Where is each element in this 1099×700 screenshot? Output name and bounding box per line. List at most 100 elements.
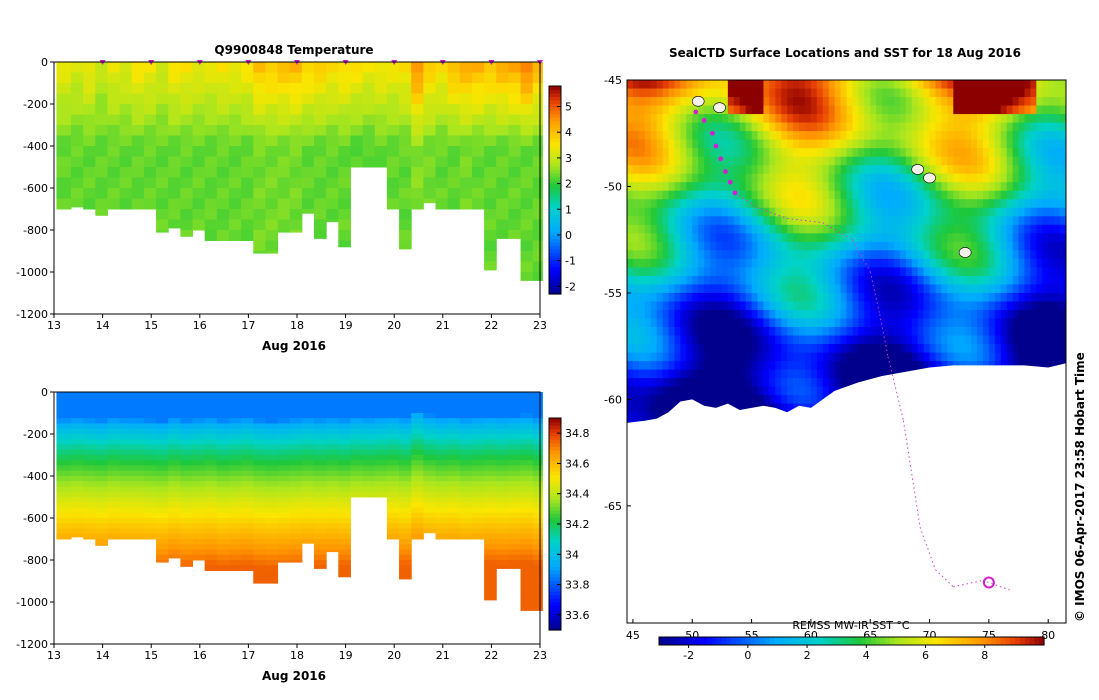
salinity-cell — [265, 439, 279, 445]
sst-cell — [870, 173, 877, 183]
sst-cell — [846, 165, 853, 175]
sst-cell — [775, 344, 782, 354]
sst-cell — [698, 301, 705, 311]
salinity-cell — [447, 497, 461, 503]
temperature-cell — [338, 230, 351, 241]
sst-cell — [1012, 224, 1020, 234]
sst-cell — [1060, 190, 1066, 200]
sst-cell — [1024, 233, 1031, 243]
salinity-cell — [338, 539, 351, 545]
sst-cell — [846, 292, 853, 302]
temperature-cell — [508, 125, 522, 136]
temperature-cell — [314, 62, 327, 73]
sst-cell — [929, 80, 936, 90]
sst-cell — [727, 241, 735, 251]
sst-cell — [941, 156, 948, 166]
temperature-cell — [423, 135, 437, 147]
temperature-cell — [411, 156, 424, 168]
x-tick-label: 16 — [193, 649, 207, 662]
sst-cell — [763, 335, 770, 345]
temperature-cell — [338, 62, 351, 73]
salinity-cell — [277, 507, 291, 514]
salinity-cell — [435, 486, 449, 493]
sst-cell — [769, 378, 776, 388]
sst-cell — [1012, 105, 1020, 115]
sst-cell — [846, 369, 853, 379]
temperature-cell — [289, 83, 303, 94]
sst-cell — [923, 301, 931, 311]
sst-cell — [692, 224, 699, 234]
temperature-cell — [192, 156, 206, 168]
sst-cell — [793, 148, 800, 158]
temperature-cell — [216, 219, 230, 231]
salinity-cell — [350, 434, 364, 440]
sst-cell — [787, 403, 794, 413]
sst-cell — [852, 267, 859, 277]
temperature-cell — [399, 230, 412, 241]
sst-cell — [638, 361, 646, 371]
sst-cell — [686, 88, 693, 98]
salinity-cell — [95, 497, 108, 503]
sst-cell — [757, 224, 764, 234]
sst-cell — [745, 80, 753, 90]
colorbar-tick-label: -1 — [565, 255, 576, 268]
salinity-cell — [277, 434, 291, 440]
temperature-cell — [411, 62, 424, 73]
temperature-cell — [277, 198, 291, 210]
sst-cell — [994, 275, 1002, 285]
temperature-cell — [508, 188, 522, 199]
temperature-cell — [520, 251, 534, 262]
sst-cell — [870, 301, 877, 311]
salinity-y-axis: 0-200-400-600-800-1000-1200 — [16, 386, 54, 651]
salinity-cell — [216, 560, 230, 566]
temperature-cell — [204, 72, 218, 84]
sst-cell — [923, 105, 931, 115]
sst-cell — [935, 182, 942, 192]
salinity-cell — [471, 491, 485, 498]
temperature-cell — [253, 188, 266, 199]
salinity-cell — [301, 491, 315, 498]
salinity-cell — [362, 402, 376, 409]
sst-cell — [953, 207, 960, 217]
sst-cell — [799, 378, 806, 388]
sst-cell — [680, 395, 687, 405]
sst-cell — [864, 344, 871, 354]
salinity-cell — [143, 423, 157, 430]
temperature-cell — [496, 146, 509, 157]
colorbar-segment — [549, 442, 561, 447]
sst-cell — [763, 309, 770, 319]
temperature-cell — [338, 93, 351, 105]
sst-cell — [757, 335, 764, 345]
sst-cell — [704, 267, 711, 277]
sst-cell — [674, 216, 681, 226]
sst-cell — [787, 386, 794, 396]
sst-cell — [799, 122, 806, 132]
temperature-cell — [374, 135, 388, 147]
temperature-cell — [484, 251, 497, 262]
salinity-cell — [204, 486, 218, 493]
sst-cell — [816, 165, 824, 175]
salinity-cell — [314, 428, 327, 435]
sst-cell — [834, 207, 842, 217]
sst-cell — [834, 122, 842, 132]
sst-cell — [704, 344, 711, 354]
salinity-cell — [265, 565, 279, 571]
temperature-cell — [338, 219, 351, 231]
sst-cell — [893, 258, 901, 268]
salinity-cell — [411, 512, 424, 519]
sst-cell — [1024, 292, 1031, 302]
sst-cell — [1024, 258, 1031, 268]
salinity-cell — [71, 434, 84, 440]
salinity-cell — [168, 418, 181, 424]
temperature-cell — [508, 167, 522, 178]
sst-cell — [840, 241, 847, 251]
salinity-cell — [56, 502, 72, 508]
sst-cell — [662, 88, 670, 98]
temperature-cell — [338, 209, 351, 220]
sst-cell — [899, 344, 907, 354]
sst-cell — [644, 224, 652, 234]
sst-cell — [870, 139, 877, 149]
salinity-cell — [71, 491, 84, 498]
salinity-cell — [168, 407, 181, 414]
